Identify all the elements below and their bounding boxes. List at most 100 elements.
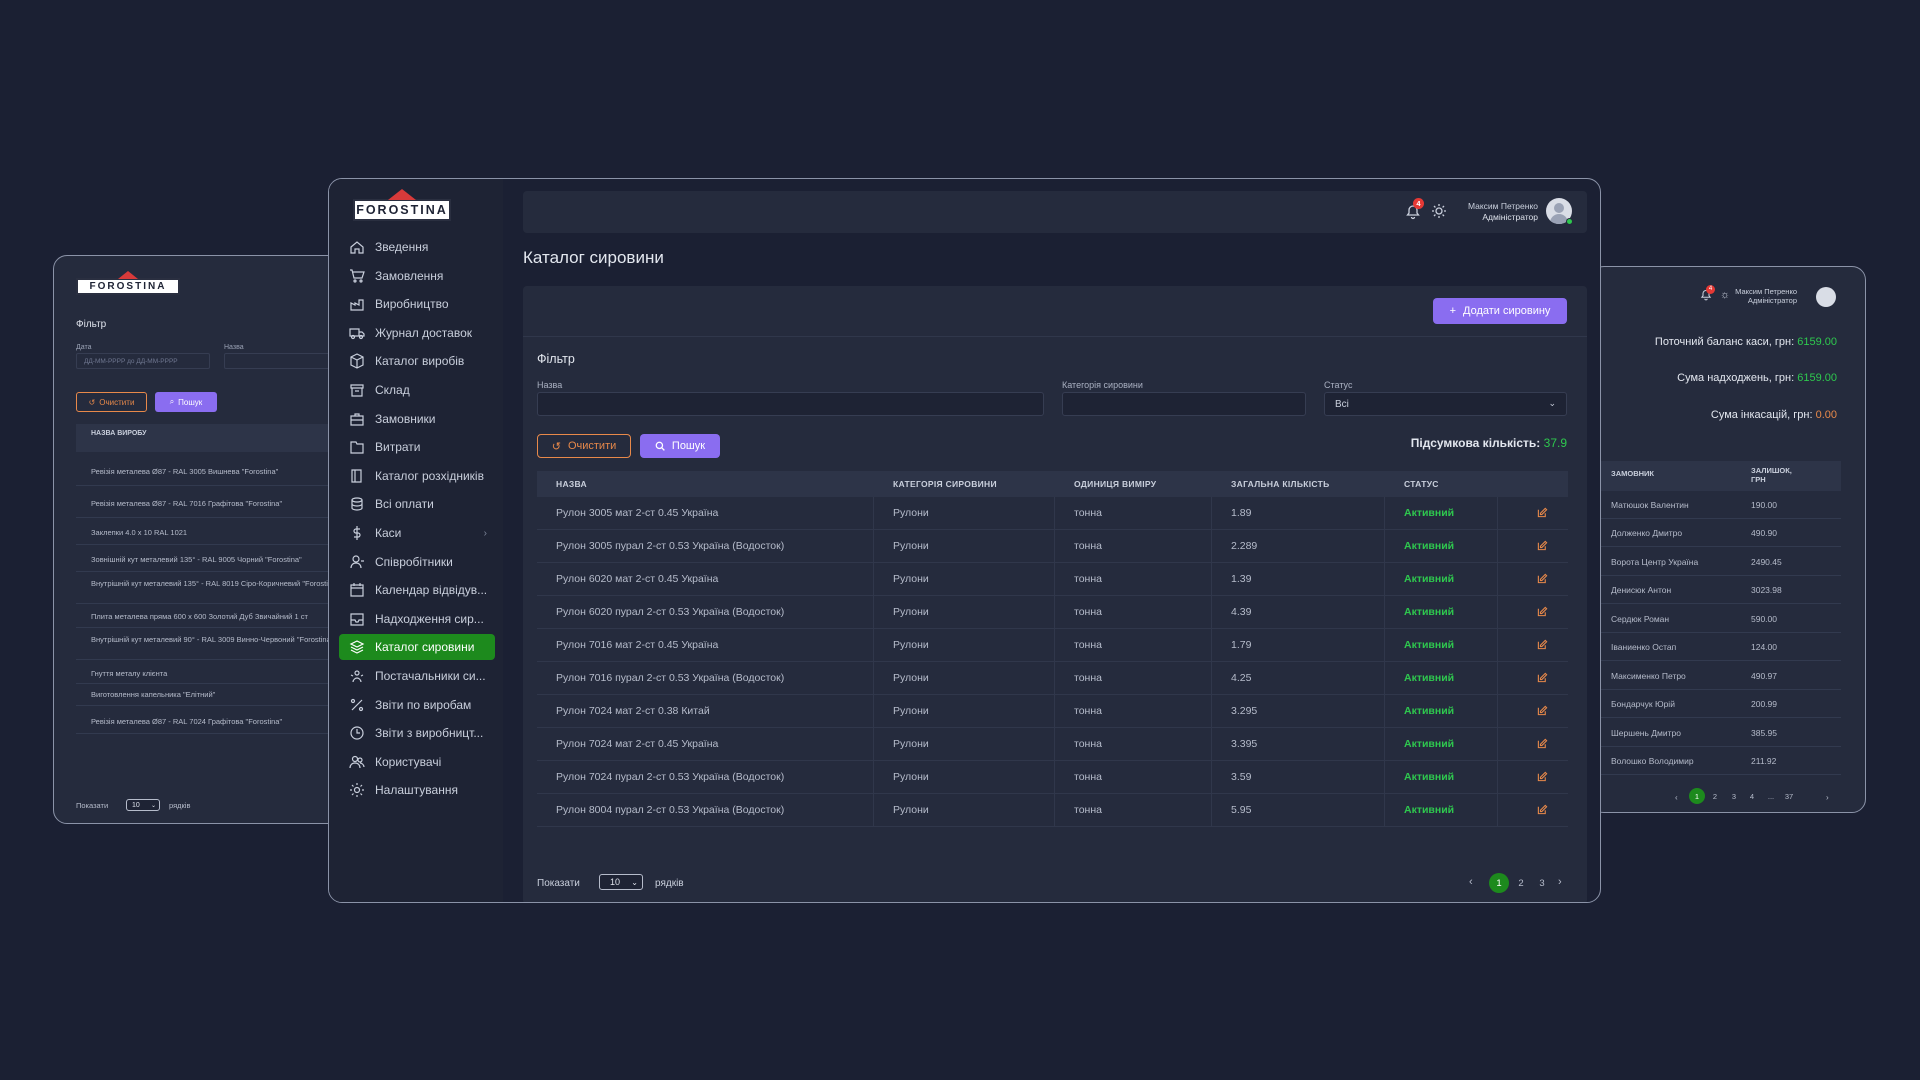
table-row[interactable]: Заклепки 4.0 x 10 RAL 1021: [76, 523, 346, 545]
status-select[interactable]: Всі ⌄: [1324, 392, 1567, 416]
rows-per-page-select[interactable]: 10 ⌄: [599, 874, 643, 890]
sidebar-item[interactable]: Замовники: [339, 406, 495, 432]
pagination-next[interactable]: ›: [1826, 793, 1829, 802]
table-row[interactable]: Виготовлення капельника "Елітний": [76, 686, 346, 706]
table-row[interactable]: Сердюк Роман 590.00: [1591, 605, 1841, 633]
table-row[interactable]: Рулон 7016 мат 2-ст 0.45 Україна Рулони то…: [537, 629, 1568, 662]
date-range-input[interactable]: ДД-ММ-РРРР до ДД-ММ-РРРР: [76, 353, 210, 369]
sidebar-item[interactable]: Зведення: [339, 234, 495, 260]
page-button[interactable]: 2: [1712, 791, 1718, 801]
table-row[interactable]: Долженко Дмитро 490.90: [1591, 519, 1841, 547]
table-row[interactable]: Ворота Центр Україна 2490.45: [1591, 548, 1841, 576]
pagination-prev[interactable]: ‹: [1675, 793, 1678, 802]
sidebar-item[interactable]: Постачальники си...: [339, 663, 495, 689]
table-row[interactable]: Рулон 6020 мат 2-ст 0.45 Україна Рулони то…: [537, 563, 1568, 596]
table-row[interactable]: Плита металева пряма 600 x 600 Золотий Д…: [76, 608, 346, 628]
edit-icon[interactable]: [1537, 606, 1548, 617]
table-row[interactable]: Рулон 7024 мат 2-ст 0.38 Китай Рулони тонн…: [537, 695, 1568, 728]
page-button[interactable]: 3: [1731, 791, 1737, 801]
table-row[interactable]: Гнуття металу клієнта: [76, 664, 346, 684]
sidebar-item[interactable]: Каси ›: [339, 520, 495, 546]
cell-divider: [1497, 794, 1498, 827]
edit-icon[interactable]: [1537, 507, 1548, 518]
calendar-icon: [350, 583, 364, 597]
sidebar-item[interactable]: Виробництво: [339, 291, 495, 317]
name-input[interactable]: [224, 353, 352, 369]
sidebar-item[interactable]: Каталог виробів: [339, 348, 495, 374]
pagination-next[interactable]: ›: [1558, 876, 1562, 888]
edit-icon[interactable]: [1537, 573, 1548, 584]
status-select-value: Всі: [1335, 399, 1349, 410]
edit-icon[interactable]: [1537, 639, 1548, 650]
edit-icon[interactable]: [1537, 771, 1548, 782]
table-row[interactable]: Внутрішній кут металевий 135° - RAL 8019…: [76, 576, 346, 604]
table-row[interactable]: Внутрішній кут металевий 90° - RAL 3009 …: [76, 632, 346, 660]
cell-name: Рулон 3005 мат 2-ст 0.45 Україна: [556, 507, 719, 519]
column-status: СТАТУС: [1404, 479, 1439, 489]
pagination-prev[interactable]: ‹: [1469, 876, 1473, 888]
category-input[interactable]: [1062, 392, 1306, 416]
cell-unit: тонна: [1074, 507, 1102, 519]
page-button[interactable]: 1: [1689, 788, 1705, 804]
search-button[interactable]: Пошук: [640, 434, 720, 458]
table-row[interactable]: Рулон 8004 пурал 2-ст 0.53 Україна (Водо…: [537, 794, 1568, 827]
sidebar-item[interactable]: Всі оплати: [339, 491, 495, 517]
table-row[interactable]: Зовнішній кут металевий 135° - RAL 9005 …: [76, 550, 346, 572]
sidebar-item[interactable]: Співробітники: [339, 549, 495, 575]
table-row[interactable]: Рулон 7024 мат 2-ст 0.45 Україна Рулони то…: [537, 728, 1568, 761]
sidebar-item[interactable]: Замовлення: [339, 263, 495, 289]
sidebar-item[interactable]: Календар відвідув...: [339, 577, 495, 603]
rows-per-page-select[interactable]: 10 ⌄: [126, 799, 160, 811]
clear-button[interactable]: ↺ Очистити: [76, 392, 147, 412]
table-row[interactable]: Денисюк Антон 3023.98: [1591, 576, 1841, 604]
sidebar-item[interactable]: Журнал доставок: [339, 320, 495, 346]
edit-icon[interactable]: [1537, 738, 1548, 749]
table-row[interactable]: Максименко Петро 490.97: [1591, 662, 1841, 690]
page-button[interactable]: 4: [1749, 791, 1755, 801]
avatar[interactable]: [1816, 287, 1836, 307]
cell-divider: [1384, 629, 1385, 662]
sidebar-item-label: Зведення: [375, 240, 429, 254]
sidebar-item[interactable]: Склад: [339, 377, 495, 403]
sidebar-item-label: Журнал доставок: [375, 325, 472, 340]
sidebar-item-label: Користувачі: [375, 754, 442, 769]
table-row[interactable]: Іваниенко Остап 124.00: [1591, 633, 1841, 661]
table-row[interactable]: Рулон 3005 мат 2-ст 0.45 Україна Рулони то…: [537, 497, 1568, 530]
clear-button[interactable]: ↺ Очистити: [537, 434, 631, 458]
column-balance: ЗАЛИШОК, ГРН: [1751, 466, 1792, 484]
table-row[interactable]: Ревізія металева Ø87 - RAL 7016 Графітов…: [76, 492, 346, 518]
table-row[interactable]: Шершень Дмитро 385.95: [1591, 719, 1841, 747]
page-button[interactable]: 2: [1518, 877, 1524, 889]
table-row[interactable]: Рулон 7024 пурал 2-ст 0.53 Україна (Водо…: [537, 761, 1568, 794]
table-row[interactable]: Ревізія металева Ø87 - RAL 7024 Графітов…: [76, 712, 346, 734]
customer-balance: 211.92: [1751, 755, 1777, 766]
sun-icon[interactable]: [1431, 203, 1447, 219]
page-button[interactable]: 1: [1489, 873, 1509, 893]
table-row[interactable]: Рулон 6020 пурал 2-ст 0.53 Україна (Водо…: [537, 596, 1568, 629]
sidebar-item[interactable]: Каталог сировини: [339, 634, 495, 661]
edit-icon[interactable]: [1537, 672, 1548, 683]
table-row[interactable]: Ревізія металева Ø87 - RAL 3005 Вишнева …: [76, 460, 346, 486]
sidebar-item[interactable]: Користувачі: [339, 749, 495, 775]
name-input[interactable]: [537, 392, 1044, 416]
table-row[interactable]: Волошко Володимир 211.92: [1591, 747, 1841, 775]
edit-icon[interactable]: [1537, 540, 1548, 551]
add-material-button[interactable]: + Додати сировину: [1433, 298, 1567, 324]
table-row[interactable]: Рулон 7016 пурал 2-ст 0.53 Україна (Водо…: [537, 662, 1568, 695]
sidebar-item[interactable]: Каталог розхідників: [339, 463, 495, 489]
edit-icon[interactable]: [1537, 804, 1548, 815]
search-button[interactable]: ⌕ Пошук: [155, 392, 217, 412]
sidebar-item[interactable]: Звіти з виробницт...: [339, 720, 495, 746]
sun-icon[interactable]: ☼: [1720, 289, 1731, 301]
cell-divider: [1211, 794, 1212, 827]
table-row[interactable]: Бондарчук Юрій 200.99: [1591, 690, 1841, 718]
sidebar-item[interactable]: Налаштування: [339, 777, 495, 803]
sidebar-item[interactable]: Надходження сир...: [339, 606, 495, 632]
table-row[interactable]: Рулон 3005 пурал 2-ст 0.53 Україна (Водо…: [537, 530, 1568, 563]
sidebar-item[interactable]: Звіти по виробам: [339, 692, 495, 718]
edit-icon[interactable]: [1537, 705, 1548, 716]
table-row[interactable]: Матюшок Валентин 190.00: [1591, 491, 1841, 519]
page-button[interactable]: 37: [1784, 791, 1794, 801]
page-button[interactable]: 3: [1539, 877, 1545, 889]
sidebar-item[interactable]: Витрати: [339, 434, 495, 460]
